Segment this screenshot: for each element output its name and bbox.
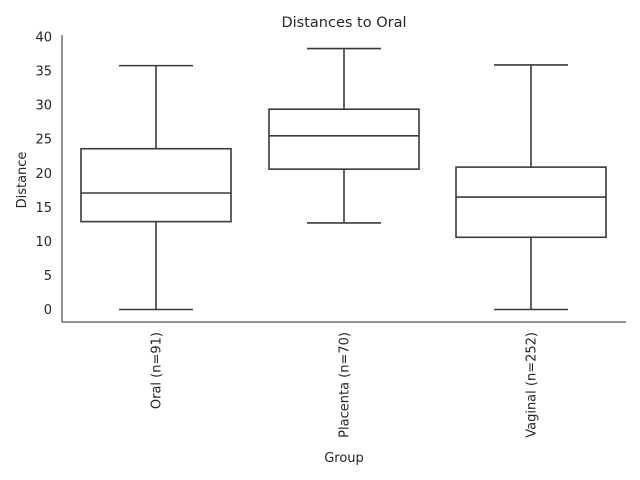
x-tick-label: Oral (n=91) xyxy=(150,332,165,409)
y-tick-label: 40 xyxy=(35,31,52,46)
y-tick-labels: 0 5 10 15 20 25 30 35 40 xyxy=(35,31,52,319)
box-iqr xyxy=(80,147,232,223)
y-axis-label: Distance xyxy=(15,152,30,209)
y-tick-label: 5 xyxy=(44,269,52,284)
box-series xyxy=(80,47,607,311)
y-tick-label: 10 xyxy=(35,235,52,250)
x-tick-labels: Oral (n=91) Placenta (n=70) Vaginal (n=252… xyxy=(150,332,540,438)
y-tick-label: 20 xyxy=(35,167,52,182)
box-iqr xyxy=(455,166,607,239)
box-group xyxy=(268,47,420,224)
box-group xyxy=(455,64,607,311)
x-tick-label: Vaginal (n=252) xyxy=(525,332,540,438)
y-tick-label: 25 xyxy=(35,133,52,148)
box-iqr xyxy=(268,108,420,170)
y-tick-label: 30 xyxy=(35,99,52,114)
x-tick-label: Placenta (n=70) xyxy=(338,332,353,438)
chart-title: Distances to Oral xyxy=(281,15,406,31)
y-tick-label: 0 xyxy=(44,303,52,318)
y-tick-label: 15 xyxy=(35,201,52,216)
x-axis-label: Group xyxy=(324,451,364,466)
box-group xyxy=(80,64,232,311)
y-tick-label: 35 xyxy=(35,65,52,80)
